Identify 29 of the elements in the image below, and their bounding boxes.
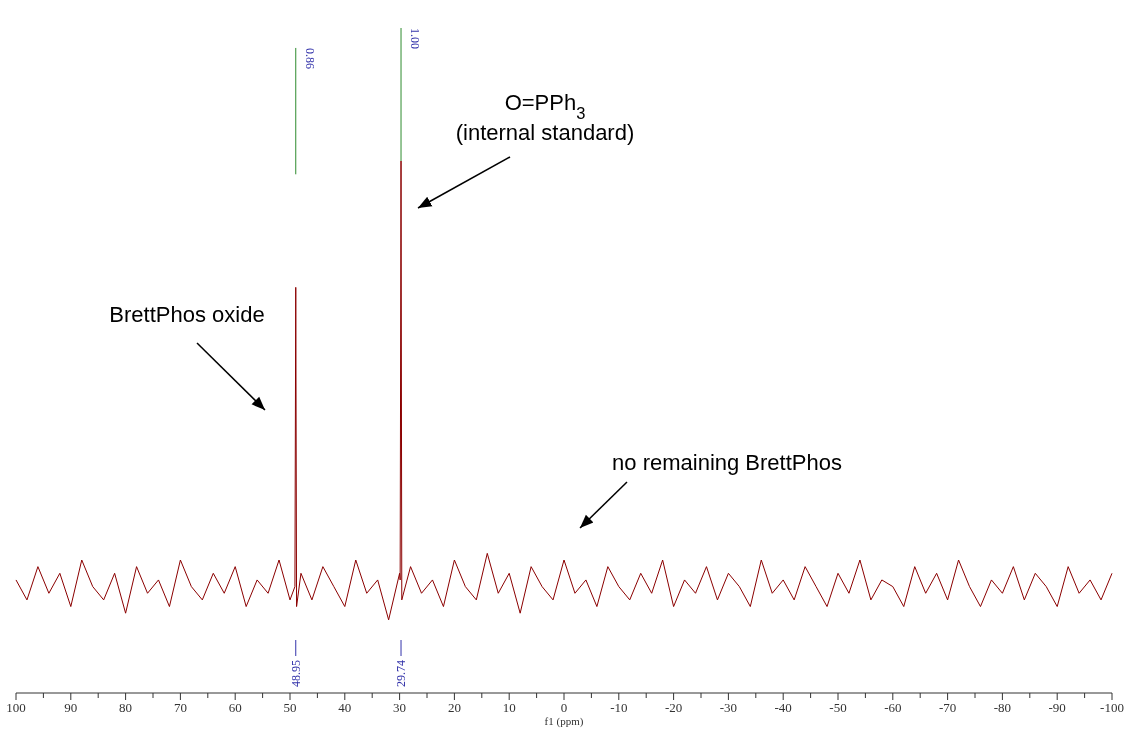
x-tick-label: -70 (938, 700, 957, 715)
x-tick-label: 30 (393, 700, 407, 715)
annotation: no remaining BrettPhos (612, 450, 842, 475)
x-tick-label: 100 (6, 700, 26, 715)
annotation: O=PPh$_{3}$ (internal standard) (455, 90, 635, 145)
x-tick-label: -20 (664, 700, 683, 715)
x-tick-label: 90 (64, 700, 78, 715)
x-tick-label: -10 (610, 700, 628, 715)
x-tick-label: 0 (560, 700, 568, 715)
x-tick-label: -30 (719, 700, 738, 715)
x-tick-label: -100 (1100, 700, 1124, 715)
x-tick-label: 20 (447, 700, 461, 715)
x-tick-label: -80 (993, 700, 1012, 715)
x-tick-label: 60 (228, 700, 242, 715)
x-tick-label: 40 (338, 700, 352, 715)
annotation: 29.74 (394, 660, 409, 687)
x-tick-label: -50 (829, 700, 847, 715)
x-tick-label: -40 (774, 700, 792, 715)
x-tick-label: 10 (502, 700, 516, 715)
annotation: 1.00 (408, 28, 423, 49)
x-tick-label: -60 (884, 700, 902, 715)
annotation: 48.95 (288, 660, 303, 687)
x-tick-label: 70 (173, 700, 187, 715)
x-axis-title: f1 (ppm) (544, 715, 584, 728)
x-tick-label: 50 (283, 700, 297, 715)
x-tick-label: -90 (1048, 700, 1066, 715)
annotation: 0.86 (303, 47, 318, 69)
x-tick-label: 80 (119, 700, 133, 715)
annotation: BrettPhos oxide (109, 302, 265, 327)
